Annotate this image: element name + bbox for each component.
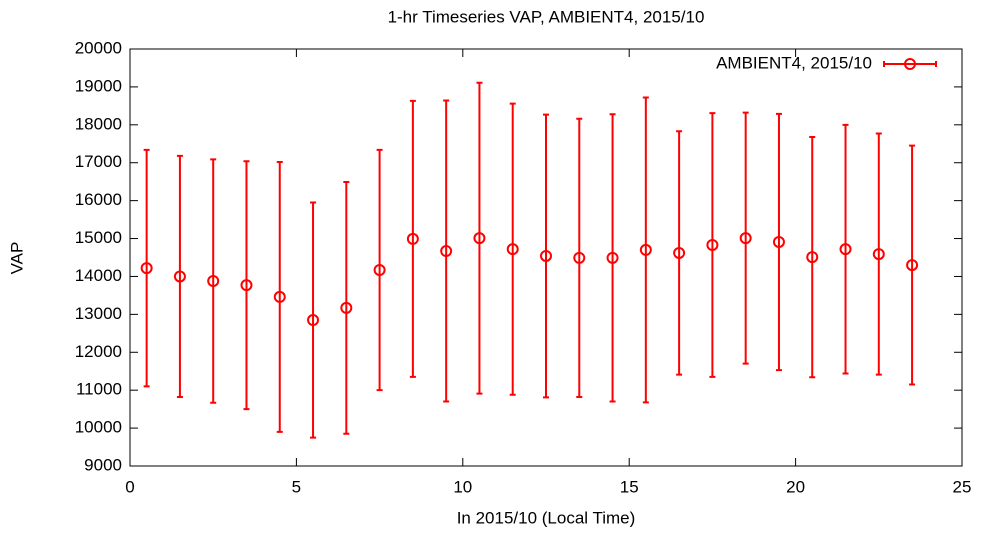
error-bar xyxy=(343,181,350,435)
error-bar xyxy=(742,111,749,365)
data-point xyxy=(406,232,419,245)
data-point xyxy=(573,251,586,264)
data-point xyxy=(173,270,186,283)
error-bar xyxy=(809,135,816,379)
error-bar xyxy=(243,160,250,411)
data-point xyxy=(440,245,453,258)
y-tick-label: 19000 xyxy=(75,76,122,95)
error-bar xyxy=(176,154,183,399)
y-tick-label: 12000 xyxy=(75,342,122,361)
data-point xyxy=(473,232,486,245)
data-point xyxy=(540,249,552,262)
error-bar xyxy=(775,112,782,372)
y-tick-label: 9000 xyxy=(84,455,122,474)
data-point xyxy=(839,243,852,256)
data-point xyxy=(606,251,619,264)
y-tick-label: 13000 xyxy=(75,304,122,323)
x-tick-label: 10 xyxy=(453,477,472,496)
error-bar xyxy=(909,144,916,386)
error-bar xyxy=(676,130,683,376)
error-bar xyxy=(310,201,317,439)
x-tick-label: 0 xyxy=(125,477,134,496)
y-tick-label: 11000 xyxy=(76,380,122,399)
error-bar xyxy=(376,148,383,392)
x-tick-label: 5 xyxy=(292,477,301,496)
x-axis-label: In 2015/10 (Local Time) xyxy=(457,508,636,527)
y-tick-label: 16000 xyxy=(75,190,122,209)
legend-label: AMBIENT4, 2015/10 xyxy=(716,53,872,72)
data-point xyxy=(140,262,153,275)
data-point xyxy=(273,290,286,303)
chart-title: 1-hr Timeseries VAP, AMBIENT4, 2015/10 xyxy=(388,7,705,26)
legend-swatch xyxy=(883,61,937,67)
y-tick-label: 20000 xyxy=(75,38,122,57)
y-tick-label: 10000 xyxy=(75,418,122,437)
data-point xyxy=(240,279,253,292)
error-bar xyxy=(476,81,483,395)
error-bar xyxy=(543,113,549,399)
error-bar xyxy=(143,148,150,388)
data-point xyxy=(706,238,719,251)
y-axis-label: VAP xyxy=(7,242,26,275)
data-point xyxy=(673,246,686,259)
data-point xyxy=(806,251,819,264)
y-tick-label: 15000 xyxy=(75,228,122,247)
x-tick-label: 25 xyxy=(953,477,972,496)
legend-marker xyxy=(904,58,916,70)
data-point xyxy=(373,264,386,277)
data-point xyxy=(872,248,885,261)
y-tick-label: 18000 xyxy=(75,114,122,133)
data-point xyxy=(739,232,752,245)
error-bar xyxy=(443,99,450,403)
data-point xyxy=(906,259,919,272)
error-bar xyxy=(409,99,416,378)
data-point xyxy=(772,235,785,248)
data-point xyxy=(307,314,320,327)
data-point xyxy=(340,301,353,314)
x-tick-label: 15 xyxy=(620,477,639,496)
error-bar xyxy=(875,132,882,376)
error-bar xyxy=(276,160,283,433)
error-bar xyxy=(842,123,849,375)
x-tick-label: 20 xyxy=(786,477,805,496)
data-point xyxy=(207,275,220,288)
y-tick-label: 14000 xyxy=(75,266,122,285)
error-bar xyxy=(609,113,616,403)
data-point xyxy=(639,243,652,256)
plot-frame xyxy=(129,48,963,467)
error-bar xyxy=(642,96,649,404)
error-bar xyxy=(509,102,516,396)
error-bar xyxy=(576,117,583,399)
data-point xyxy=(506,243,519,256)
error-bar xyxy=(210,158,217,404)
y-tick-label: 17000 xyxy=(75,152,122,171)
error-bar xyxy=(709,112,716,378)
